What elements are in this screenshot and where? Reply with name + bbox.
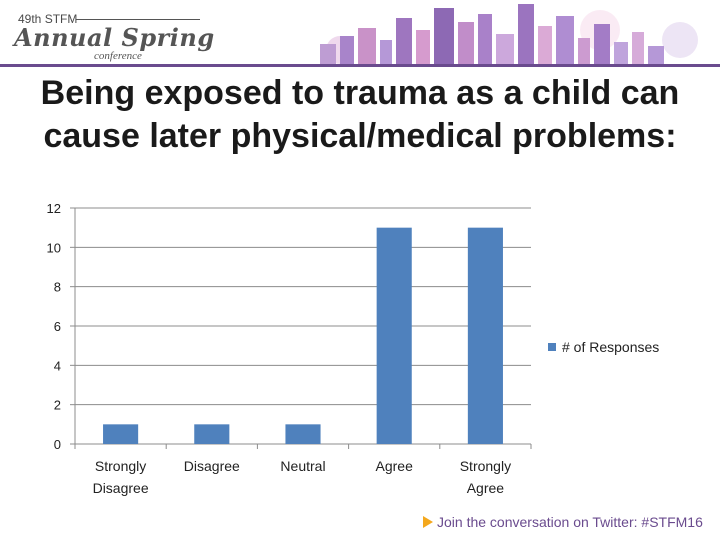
x-tick-label: Agree bbox=[376, 458, 414, 474]
x-tick-label: Agree bbox=[467, 480, 505, 496]
logo-rule bbox=[76, 19, 200, 20]
y-tick-label: 6 bbox=[54, 319, 61, 334]
conference-logo: 49th STFM Annual Spring conference bbox=[14, 10, 214, 62]
x-tick-label: Strongly bbox=[460, 458, 511, 474]
header: 49th STFM Annual Spring conference bbox=[0, 0, 720, 72]
y-tick-label: 8 bbox=[54, 280, 61, 295]
logo-sub: conference bbox=[94, 50, 142, 62]
y-tick-label: 12 bbox=[47, 201, 61, 216]
x-tick-label: Neutral bbox=[280, 458, 325, 474]
bar bbox=[103, 424, 139, 444]
y-tick-label: 4 bbox=[54, 358, 61, 373]
bar bbox=[467, 227, 503, 444]
y-tick-label: 2 bbox=[54, 398, 61, 413]
bar bbox=[376, 227, 412, 444]
chart-title: Being exposed to trauma as a child can c… bbox=[40, 74, 680, 155]
logo-main: Annual Spring bbox=[14, 23, 215, 52]
city-skyline-graphic bbox=[320, 4, 698, 64]
bar bbox=[194, 424, 230, 444]
logo-edition: 49th STFM bbox=[18, 12, 78, 26]
play-icon bbox=[423, 516, 433, 528]
footer-twitter: Join the conversation on Twitter: #STFM1… bbox=[423, 514, 703, 530]
x-tick-label: Disagree bbox=[184, 458, 240, 474]
header-rule bbox=[0, 64, 720, 67]
x-tick-label: Strongly bbox=[95, 458, 146, 474]
legend-swatch bbox=[548, 343, 556, 351]
chart-legend: # of Responses bbox=[548, 339, 659, 355]
bar bbox=[285, 424, 321, 444]
footer-text: Join the conversation on Twitter: #STFM1… bbox=[437, 514, 703, 530]
y-tick-label: 0 bbox=[54, 437, 61, 452]
legend-label: # of Responses bbox=[562, 339, 660, 355]
y-tick-label: 10 bbox=[47, 240, 61, 255]
x-tick-label: Disagree bbox=[93, 480, 149, 496]
